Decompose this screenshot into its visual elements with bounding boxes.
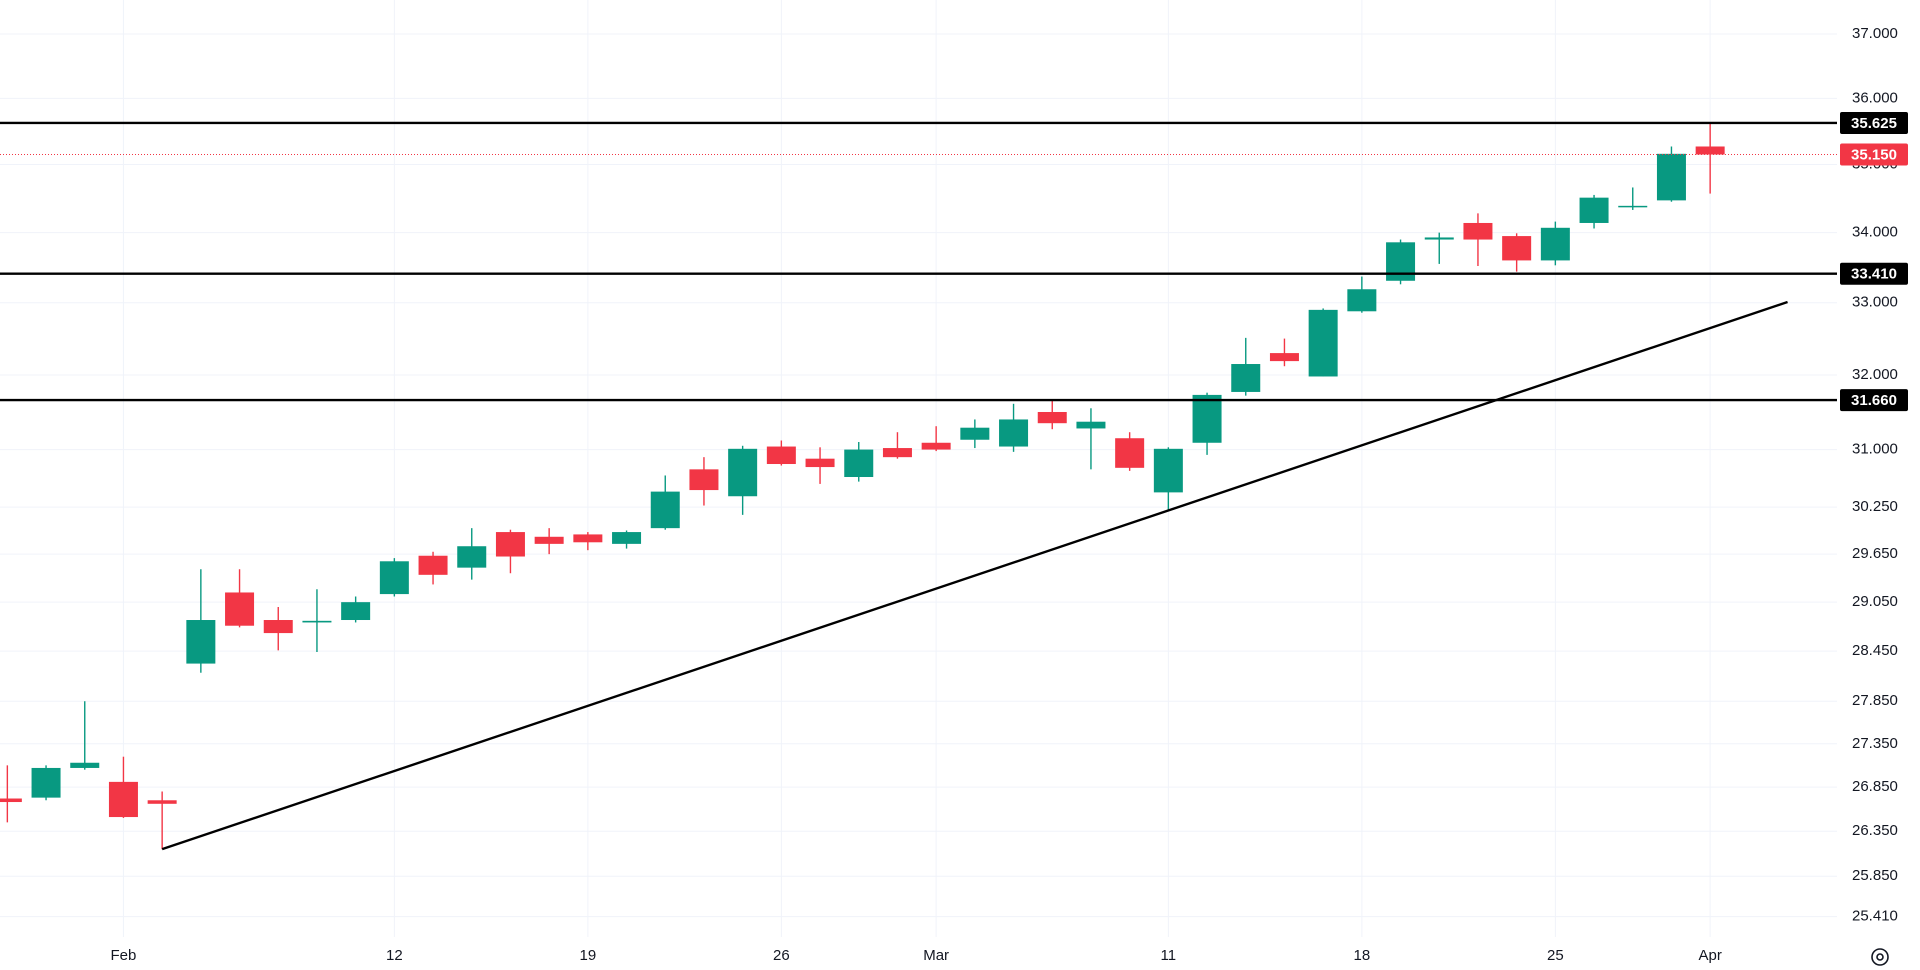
y-tick-label: 29.050	[1852, 593, 1898, 610]
y-tick-label: 25.410	[1852, 908, 1898, 925]
y-tick-label: 37.000	[1852, 25, 1898, 42]
candle-body	[728, 448, 758, 497]
y-tick-label: 28.450	[1852, 642, 1898, 659]
candle-body	[263, 620, 293, 634]
candle-body	[882, 448, 912, 458]
candle-body	[1076, 421, 1106, 429]
candle-body	[1153, 448, 1183, 493]
x-tick-label: 18	[1354, 947, 1371, 964]
candle-body	[1618, 205, 1648, 208]
candle-body	[999, 419, 1029, 447]
candle-body	[1308, 309, 1338, 377]
candle-body	[650, 491, 680, 529]
candle-body	[1386, 242, 1416, 281]
x-tick-label: 26	[773, 947, 790, 964]
settings-icon[interactable]	[1871, 948, 1889, 966]
current-price-tag	[1840, 143, 1908, 166]
candle-body	[457, 546, 487, 568]
y-tick-label: 34.000	[1852, 224, 1898, 241]
candle-body	[1656, 153, 1686, 201]
y-tick-label: 25.850	[1852, 867, 1898, 884]
candle-body	[1424, 237, 1454, 240]
candle-body	[1037, 411, 1067, 424]
candle-body	[108, 781, 138, 818]
candle-body	[573, 534, 603, 543]
candle-body	[960, 427, 990, 440]
candle-body	[1540, 227, 1570, 261]
candle-body	[1231, 364, 1261, 392]
candle-body	[418, 555, 448, 575]
candle-body	[225, 592, 255, 626]
candle-body	[302, 620, 332, 623]
candle-body	[1502, 236, 1532, 261]
candle-body	[805, 458, 835, 468]
candle-body	[766, 446, 796, 465]
trend-line	[161, 300, 1788, 851]
candle-body	[379, 561, 409, 595]
x-tick-label: Mar	[923, 947, 949, 964]
candle-body	[31, 767, 61, 798]
candle-body	[70, 762, 100, 768]
plot	[0, 121, 1837, 851]
candle-body	[1269, 353, 1299, 362]
y-tick-label: 32.000	[1852, 366, 1898, 383]
level-tag	[1840, 111, 1908, 134]
candle-body	[844, 449, 874, 478]
candle-body	[495, 532, 525, 557]
y-tick-label: 26.850	[1852, 778, 1898, 795]
candle-body	[0, 798, 22, 803]
candle-body	[612, 532, 642, 544]
y-tick-label: 29.650	[1852, 545, 1898, 562]
candle-body	[1115, 438, 1145, 468]
x-tick-label: 12	[386, 947, 403, 964]
y-tick-label: 27.350	[1852, 735, 1898, 752]
x-tick-label: 25	[1547, 947, 1564, 964]
level-label: 31.660	[1851, 392, 1897, 409]
candle-body	[921, 442, 951, 450]
y-tick-label: 30.250	[1852, 498, 1898, 515]
y-tick-label: 36.000	[1852, 89, 1898, 106]
level-label: 35.625	[1851, 115, 1897, 132]
y-tick-label: 33.000	[1852, 294, 1898, 311]
candle-body	[147, 800, 177, 804]
candle-body	[1192, 394, 1222, 443]
x-tick-label: 19	[580, 947, 597, 964]
y-tick-label: 27.850	[1852, 692, 1898, 709]
candle-body	[341, 602, 371, 621]
current-price-label: 35.150	[1851, 146, 1897, 163]
level-tag	[1840, 389, 1908, 412]
grid	[0, 0, 1837, 937]
level-tag	[1840, 262, 1908, 285]
y-tick-label: 31.000	[1852, 441, 1898, 458]
candle-body	[186, 620, 216, 664]
y-axis: 37.00036.00035.00034.00033.00032.00031.0…	[111, 25, 1908, 964]
x-tick-label: 11	[1161, 947, 1177, 964]
candle-body	[689, 469, 719, 491]
candle-body	[1463, 222, 1493, 240]
candle-body	[1579, 197, 1609, 223]
candle-body	[1695, 146, 1725, 155]
x-tick-label: Feb	[111, 947, 137, 964]
y-tick-label: 26.350	[1852, 822, 1898, 839]
candle-body	[1347, 289, 1377, 312]
x-tick-label: Apr	[1698, 947, 1721, 964]
level-label: 33.410	[1851, 266, 1897, 283]
candle-body	[534, 536, 564, 544]
